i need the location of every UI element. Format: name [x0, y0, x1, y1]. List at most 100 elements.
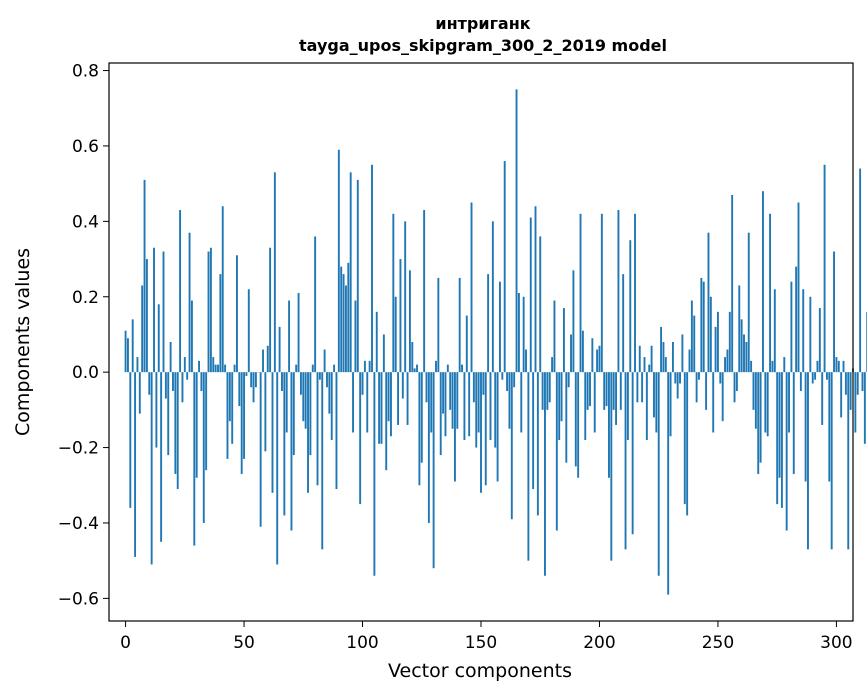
bar-21	[174, 372, 177, 474]
bar-157	[496, 372, 499, 482]
bar-154	[489, 372, 492, 441]
bar-293	[818, 308, 821, 373]
x-tick-label-100: 100	[346, 633, 378, 653]
x-axis-ticks: 0 50 100 150 200 250 300	[120, 621, 853, 653]
bar-24	[181, 372, 184, 403]
bar-57	[259, 372, 262, 527]
bar-242	[698, 372, 700, 380]
bar-30	[195, 372, 198, 478]
bar-241	[695, 372, 698, 403]
y-axis-ticks: −0.6 −0.4 −0.2 0.0 0.2 0.4 0.6 0.8	[58, 62, 109, 609]
bar-144	[465, 315, 468, 373]
bar-216	[636, 372, 639, 403]
y-tick-label-2: −0.2	[58, 439, 99, 459]
bar-202	[603, 372, 606, 410]
bar-227	[662, 342, 665, 373]
bar-294	[821, 372, 824, 425]
bar-2	[129, 372, 132, 508]
bar-212	[626, 372, 629, 441]
bar-179	[548, 372, 551, 403]
bar-272	[769, 213, 772, 373]
bar-176	[541, 372, 544, 410]
bar-124	[418, 372, 421, 486]
bar-95	[349, 172, 352, 373]
bar-72	[295, 364, 298, 373]
bar-310	[859, 168, 862, 373]
bar-210	[622, 274, 625, 373]
bar-271	[766, 372, 769, 437]
bar-9	[145, 259, 148, 373]
bar-299	[833, 251, 835, 373]
bar-47	[236, 255, 238, 373]
bar-104	[371, 164, 373, 373]
bar-136	[446, 364, 449, 373]
bar-178	[546, 372, 549, 410]
bar-13	[155, 372, 158, 448]
bar-0	[124, 330, 127, 373]
bar-232	[674, 372, 677, 384]
bar-31	[198, 360, 200, 373]
bar-187	[567, 372, 570, 388]
bar-85	[326, 372, 328, 388]
bar-311	[861, 372, 864, 392]
bar-274	[773, 289, 776, 373]
bar-130	[432, 372, 435, 569]
bar-263	[747, 232, 750, 373]
bar-249	[714, 326, 717, 373]
bar-37	[212, 357, 215, 373]
bar-309	[856, 372, 859, 395]
bar-165	[515, 89, 518, 373]
bar-1	[127, 338, 129, 373]
bar-226	[660, 326, 663, 373]
bar-12	[153, 247, 155, 373]
bar-63	[273, 172, 276, 373]
bar-34	[205, 372, 208, 471]
bar-147	[472, 372, 475, 403]
bar-261	[743, 334, 745, 373]
bar-101	[363, 360, 366, 373]
bar-29	[193, 372, 196, 546]
bar-17	[164, 372, 167, 399]
bar-190	[574, 372, 577, 467]
bar-287	[804, 372, 807, 482]
bar-196	[589, 372, 591, 407]
bar-214	[631, 372, 634, 535]
bar-7	[141, 285, 144, 373]
bar-233	[676, 372, 679, 399]
bar-120	[408, 270, 411, 373]
bar-208	[617, 210, 620, 373]
y-tick-label-3: 0.0	[72, 363, 99, 383]
bar-267	[757, 372, 760, 474]
bar-254	[726, 349, 729, 373]
bar-132	[437, 277, 440, 373]
bar-292	[816, 360, 819, 373]
bar-288	[807, 372, 809, 550]
bar-139	[453, 372, 456, 482]
bar-48	[238, 372, 241, 407]
bar-59	[264, 372, 267, 452]
bar-27	[188, 232, 191, 373]
bar-125	[420, 372, 423, 463]
bar-23	[179, 210, 182, 373]
bar-18	[167, 372, 170, 456]
bar-193	[581, 330, 584, 373]
bar-245	[705, 372, 708, 410]
bar-64	[276, 372, 279, 565]
bar-28	[190, 300, 193, 373]
bar-43	[226, 372, 229, 459]
bar-278	[783, 357, 786, 373]
bar-102	[366, 372, 369, 433]
bar-134	[442, 372, 445, 414]
bar-248	[712, 372, 715, 433]
bar-259	[738, 285, 741, 373]
bar-94	[347, 262, 350, 373]
bar-265	[752, 372, 755, 410]
x-tick-label-200: 200	[583, 633, 615, 653]
bar-264	[750, 360, 753, 373]
bar-170	[527, 372, 530, 561]
bar-244	[702, 281, 705, 373]
y-tick-label-7: 0.8	[72, 62, 99, 82]
bar-45	[231, 372, 234, 444]
bar-11	[150, 372, 153, 565]
bars-group	[124, 89, 867, 595]
